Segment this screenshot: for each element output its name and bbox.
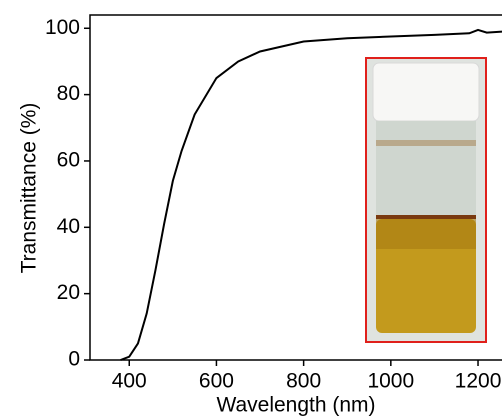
x-tick-label: 1000	[367, 370, 414, 393]
y-tick-label: 60	[57, 149, 80, 172]
y-tick-label: 40	[57, 215, 80, 238]
y-axis-label: Transmittance (%)	[18, 103, 41, 274]
inset-photo	[366, 58, 486, 342]
x-tick-label: 800	[286, 370, 321, 393]
y-tick-label: 100	[45, 16, 80, 39]
y-tick-label: 80	[57, 82, 80, 105]
x-tick-label: 400	[112, 370, 147, 393]
y-tick-label: 0	[68, 348, 80, 371]
x-tick-label: 1200	[455, 370, 502, 393]
chart: Wavelength (nm) Transmittance (%) 0 20 40 6…	[0, 0, 502, 416]
y-tick-label: 20	[57, 281, 80, 304]
x-tick-label: 600	[199, 370, 234, 393]
x-axis-label: Wavelength (nm)	[216, 394, 375, 416]
